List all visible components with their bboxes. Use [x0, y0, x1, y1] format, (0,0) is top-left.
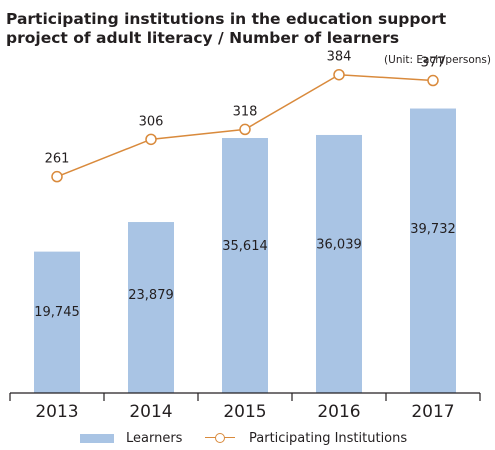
legend: Learners Participating Institutions [80, 428, 480, 448]
combo-chart: 2013 2014 2015 2016 2017 19,745 23,879 35,614 3… [9, 50, 481, 422]
legend-bar-swatch [80, 433, 114, 443]
x-axis: 2013 2014 2015 2016 2017 [9, 392, 481, 422]
institutions-label-2016: 384 [327, 50, 352, 65]
legend-line-swatch [205, 428, 235, 448]
x-tick-label-2015: 2015 [223, 402, 266, 422]
bar-label-2016: 36,039 [316, 237, 362, 252]
x-tick-label-2016: 2016 [317, 402, 360, 422]
x-tick-label-2014: 2014 [129, 402, 172, 422]
legend-label-institutions: Participating Institutions [249, 430, 408, 446]
x-tick-label-2013: 2013 [35, 402, 78, 422]
institutions-point-2013 [51, 170, 63, 183]
institutions-point-2016 [333, 68, 345, 81]
bars-layer [34, 108, 456, 393]
legend-label-learners: Learners [126, 430, 183, 446]
institutions-label-2013: 261 [45, 152, 70, 167]
chart-title-line-2: project of adult literacy / Number of le… [6, 29, 400, 47]
institutions-point-2015 [239, 123, 251, 136]
line-layer [51, 68, 439, 183]
legend-item-institutions: Participating Institutions [205, 428, 407, 448]
institutions-label-2014: 306 [139, 114, 164, 129]
bar-label-2017: 39,732 [410, 222, 456, 237]
legend-item-learners: Learners [80, 428, 182, 448]
chart-title-line-1: Participating institutions in the educat… [6, 10, 447, 28]
bar-label-2015: 35,614 [222, 239, 268, 254]
institutions-point-2014 [145, 133, 157, 146]
bar-2014 [128, 222, 174, 393]
institutions-label-2017: 377 [421, 56, 446, 71]
institutions-label-2015: 318 [233, 104, 258, 119]
chart-title: Participating institutions in the educat… [6, 10, 486, 48]
unit-label: (Unit: Each/persons) [384, 54, 491, 66]
bar-2016 [316, 134, 362, 393]
bar-2017 [410, 108, 456, 393]
x-tick-label-2017: 2017 [411, 402, 454, 422]
bar-label-2013: 19,745 [34, 305, 80, 320]
bar-label-2014: 23,879 [128, 288, 174, 303]
bar-2015 [222, 138, 268, 393]
institutions-point-2017 [427, 74, 439, 87]
bar-2013 [34, 251, 80, 393]
labels-layer: 19,745 23,879 35,614 36,039 39,732 261 306 318 3… [34, 50, 456, 320]
